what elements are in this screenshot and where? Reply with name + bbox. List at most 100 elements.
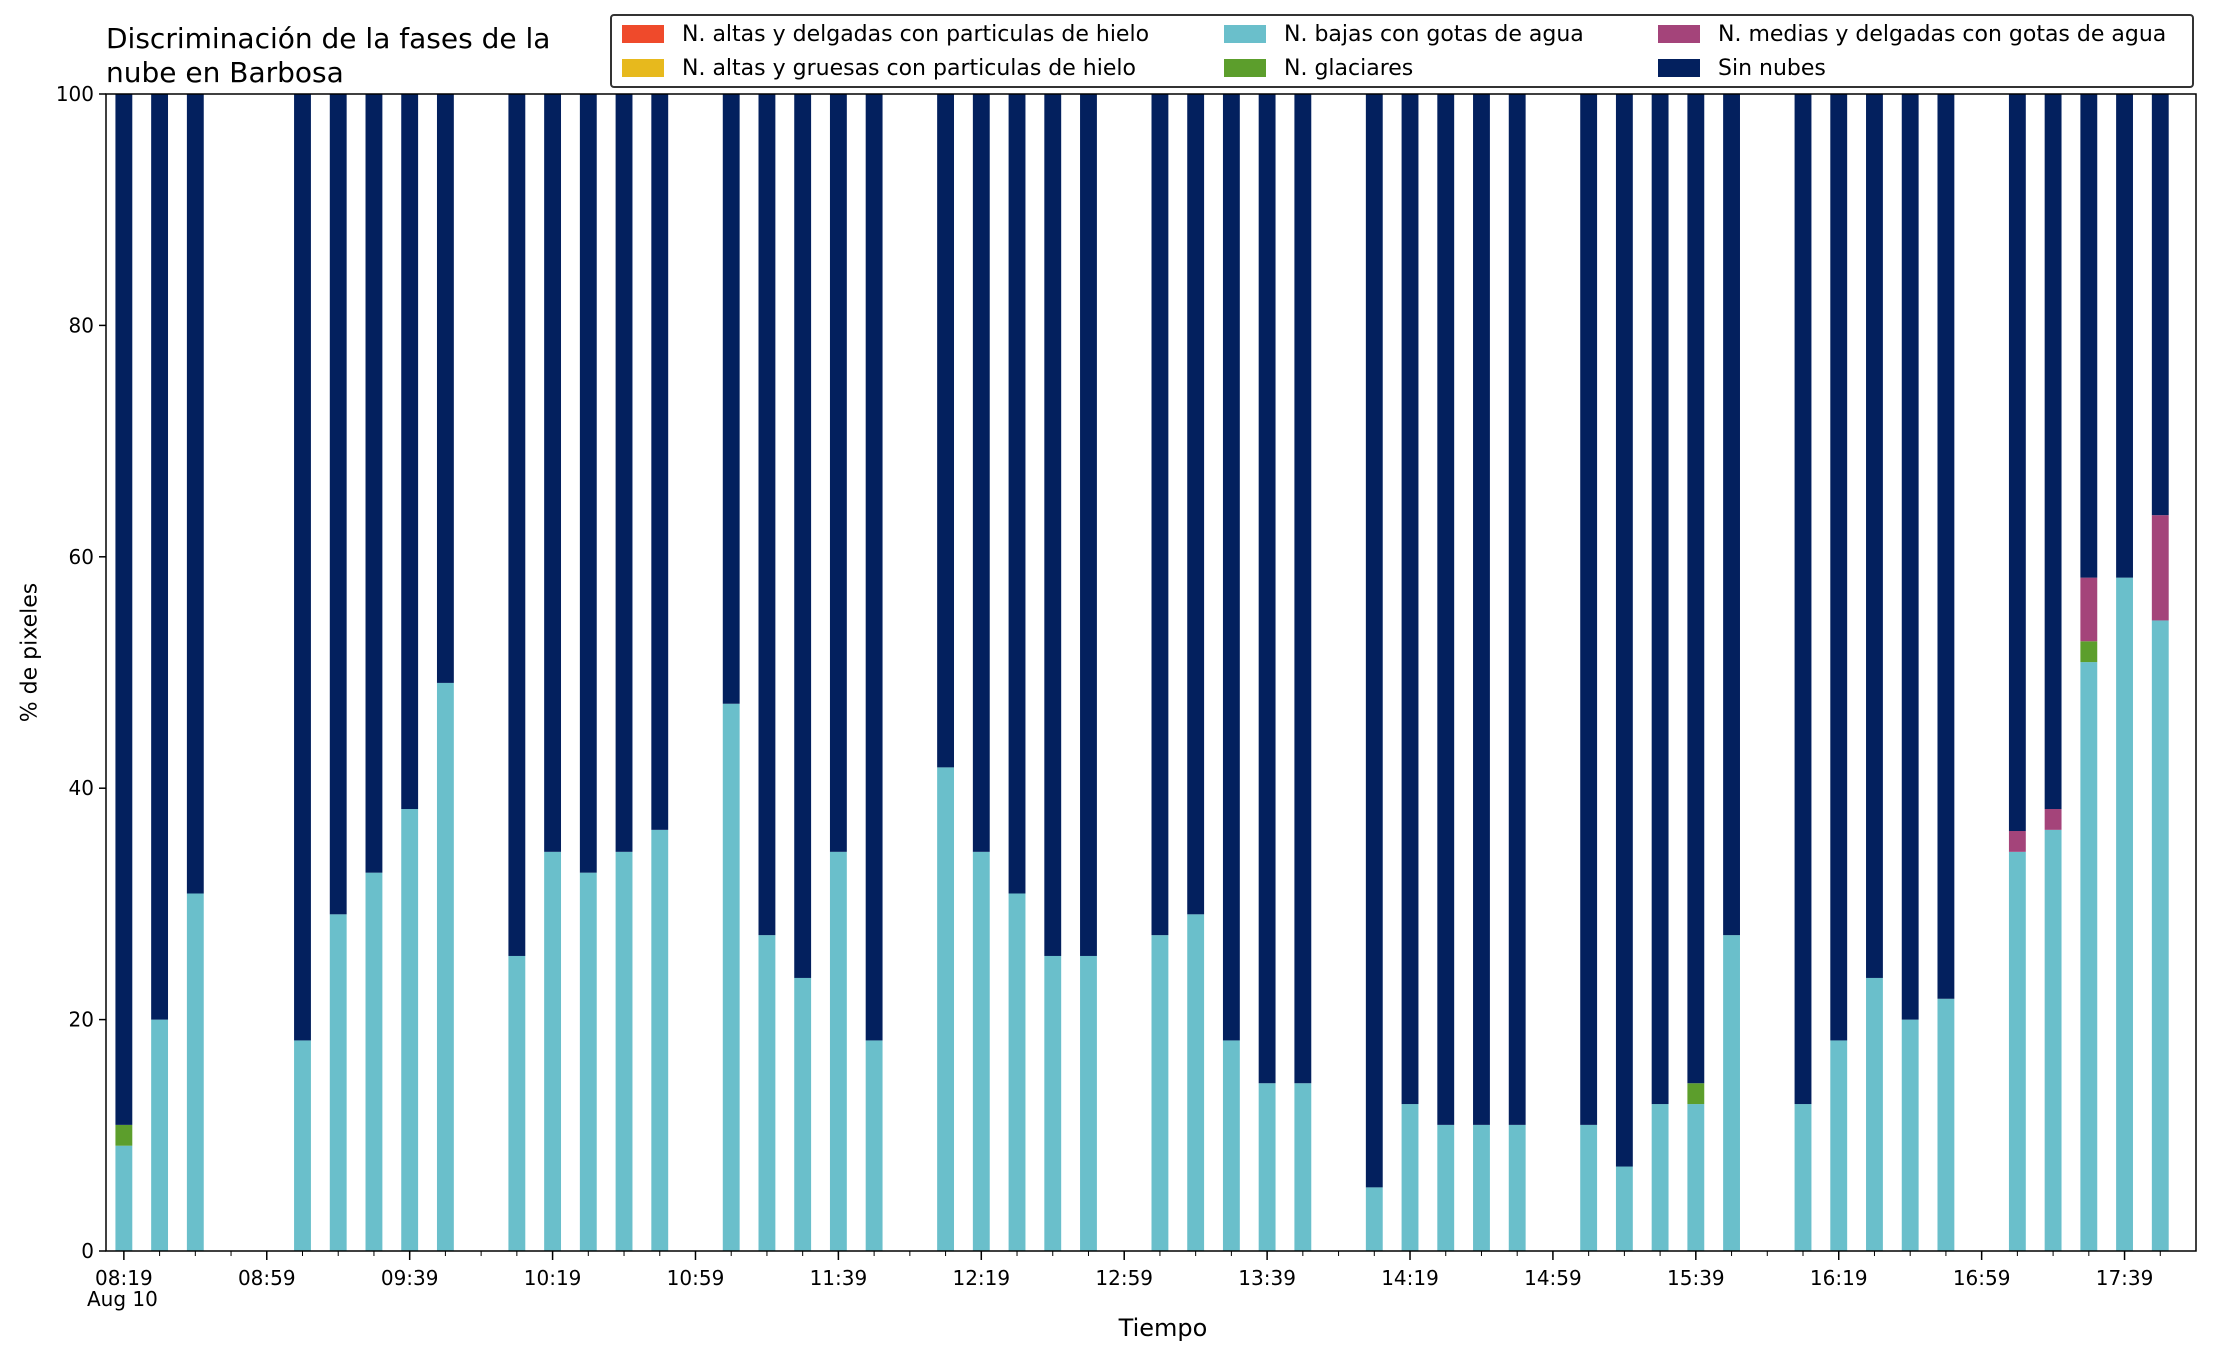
legend-swatch-yellow bbox=[622, 59, 664, 77]
legend-swatch-magenta bbox=[1658, 25, 1700, 43]
x-tick-label: 08:19 bbox=[95, 1266, 153, 1290]
legend-item-bajas-agua: N. bajas con gotas de agua bbox=[1224, 18, 1584, 50]
bar-segment-bajas-agua bbox=[2116, 577, 2133, 1251]
axes-layer: 0 20 40 60 80 100 08:19 08:59 09:39 10:19 10:59 11:… bbox=[56, 82, 2161, 1290]
legend-label: N. altas y delgadas con particulas de hi… bbox=[682, 21, 1150, 47]
bar-segment-sin-nubes bbox=[794, 94, 812, 978]
bar-segment-glaciares bbox=[2080, 641, 2098, 663]
bar-segment-bajas-agua bbox=[1401, 1104, 1419, 1251]
bar-segment-sin-nubes bbox=[1473, 94, 1490, 1125]
x-tick-label: 14:19 bbox=[1381, 1266, 1439, 1290]
bar-segment-sin-nubes bbox=[2116, 94, 2133, 578]
bar-segment-sin-nubes bbox=[1937, 94, 1955, 999]
legend-swatch-cyan bbox=[1224, 25, 1266, 43]
bar-segment-bajas-agua bbox=[1580, 1124, 1598, 1251]
bar-segment-sin-nubes bbox=[2008, 94, 2026, 832]
bar-segment-bajas-agua bbox=[508, 955, 526, 1251]
bar-segment-sin-nubes bbox=[2044, 94, 2062, 810]
x-tick-label: 12:19 bbox=[952, 1266, 1010, 1290]
x-tick-label: 10:59 bbox=[667, 1266, 725, 1290]
bar-segment-sin-nubes bbox=[1008, 94, 1026, 894]
bar-segment-sin-nubes bbox=[1687, 94, 1705, 1084]
bar-segment-bajas-agua bbox=[294, 1040, 311, 1251]
bar-segment-bajas-agua bbox=[1794, 1104, 1812, 1251]
bar-segment-sin-nubes bbox=[937, 94, 955, 768]
bar-segment-bajas-agua bbox=[794, 977, 812, 1251]
bar-segment-bajas-agua bbox=[865, 1040, 883, 1251]
y-tick-label: 80 bbox=[69, 313, 94, 337]
legend-label: N. bajas con gotas de agua bbox=[1284, 21, 1584, 47]
x-tick-label: 17:39 bbox=[2096, 1266, 2154, 1290]
y-tick-label: 60 bbox=[69, 545, 94, 569]
x-tick-label: 15:39 bbox=[1667, 1266, 1725, 1290]
bar-segment-bajas-agua bbox=[436, 682, 454, 1251]
y-axis-label: % de pixeles bbox=[17, 582, 43, 723]
bar-segment-bajas-agua bbox=[1044, 955, 1062, 1251]
bar-segment-bajas-agua bbox=[1437, 1124, 1455, 1251]
x-tick-label: 08:59 bbox=[238, 1266, 296, 1290]
bar-segment-sin-nubes bbox=[1508, 94, 1526, 1125]
legend-swatch-red bbox=[622, 25, 664, 43]
chart-title: Discriminación de la fases de la nube en… bbox=[106, 22, 551, 89]
bar-segment-medias-agua bbox=[2044, 809, 2062, 830]
bar-segment-sin-nubes bbox=[186, 94, 204, 894]
x-tick-label: 10:19 bbox=[524, 1266, 582, 1290]
bar-segment-sin-nubes bbox=[1723, 94, 1740, 936]
bar-segment-bajas-agua bbox=[2044, 829, 2062, 1251]
bar-segment-bajas-agua bbox=[579, 872, 597, 1251]
legend-item-medias-agua: N. medias y delgadas con gotas de agua bbox=[1658, 18, 2166, 50]
bar-segment-glaciares bbox=[115, 1124, 133, 1146]
bar-segment-bajas-agua bbox=[544, 851, 562, 1251]
bar-segment-sin-nubes bbox=[1651, 94, 1669, 1105]
bar-segment-bajas-agua bbox=[1615, 1166, 1633, 1251]
x-axis-label: Tiempo bbox=[1118, 1314, 1208, 1342]
bar-segment-bajas-agua bbox=[1473, 1124, 1490, 1251]
bar-segment-sin-nubes bbox=[972, 94, 990, 852]
bar-segment-bajas-agua bbox=[2080, 662, 2098, 1251]
bar-segment-bajas-agua bbox=[1080, 955, 1097, 1251]
bar-segment-bajas-agua bbox=[615, 851, 633, 1251]
bar-segment-bajas-agua bbox=[1901, 1019, 1919, 1251]
legend-swatch-navy bbox=[1658, 59, 1700, 77]
bar-segment-bajas-agua bbox=[1508, 1124, 1526, 1251]
y-tick-label: 100 bbox=[56, 82, 94, 106]
bar-segment-sin-nubes bbox=[758, 94, 776, 936]
bar-segment-bajas-agua bbox=[722, 703, 740, 1251]
bar-segment-bajas-agua bbox=[115, 1145, 133, 1251]
bar-segment-sin-nubes bbox=[1401, 94, 1419, 1105]
bar-segment-sin-nubes bbox=[151, 94, 169, 1020]
bar-segment-bajas-agua bbox=[1294, 1083, 1312, 1251]
x-tick-label: 16:59 bbox=[1953, 1266, 2011, 1290]
bar-segment-sin-nubes bbox=[865, 94, 883, 1041]
bar-segment-bajas-agua bbox=[1687, 1104, 1705, 1251]
bar-segment-sin-nubes bbox=[1866, 94, 1883, 978]
bar-segment-sin-nubes bbox=[294, 94, 311, 1041]
x-axis-date-label: Aug 10 bbox=[87, 1287, 158, 1311]
y-tick-label: 20 bbox=[69, 1008, 94, 1032]
bar-segment-sin-nubes bbox=[1830, 94, 1848, 1041]
x-tick-label: 14:59 bbox=[1524, 1266, 1582, 1290]
bar-segment-bajas-agua bbox=[2151, 620, 2169, 1251]
bar-segment-sin-nubes bbox=[365, 94, 383, 873]
bar-segment-sin-nubes bbox=[508, 94, 526, 956]
bar-segment-sin-nubes bbox=[1151, 94, 1169, 936]
bar-segment-bajas-agua bbox=[758, 935, 776, 1251]
bar-segment-medias-agua bbox=[2008, 831, 2026, 852]
bar-segment-bajas-agua bbox=[1222, 1040, 1240, 1251]
bar-segment-bajas-agua bbox=[937, 767, 955, 1251]
bar-segment-sin-nubes bbox=[2080, 94, 2098, 578]
bar-segment-sin-nubes bbox=[829, 94, 847, 852]
bar-segment-sin-nubes bbox=[1187, 94, 1205, 915]
bar-segment-sin-nubes bbox=[1794, 94, 1812, 1105]
bar-segment-sin-nubes bbox=[401, 94, 419, 810]
bar-segment-sin-nubes bbox=[1437, 94, 1455, 1125]
y-tick-label: 40 bbox=[69, 776, 94, 800]
bar-segment-sin-nubes bbox=[1294, 94, 1312, 1084]
bar-segment-bajas-agua bbox=[1258, 1083, 1276, 1251]
legend-label: Sin nubes bbox=[1718, 55, 1826, 81]
x-tick-label: 12:59 bbox=[1095, 1266, 1153, 1290]
bar-segment-sin-nubes bbox=[615, 94, 633, 852]
x-tick-label: 11:39 bbox=[810, 1266, 868, 1290]
bar-segment-sin-nubes bbox=[1901, 94, 1919, 1020]
